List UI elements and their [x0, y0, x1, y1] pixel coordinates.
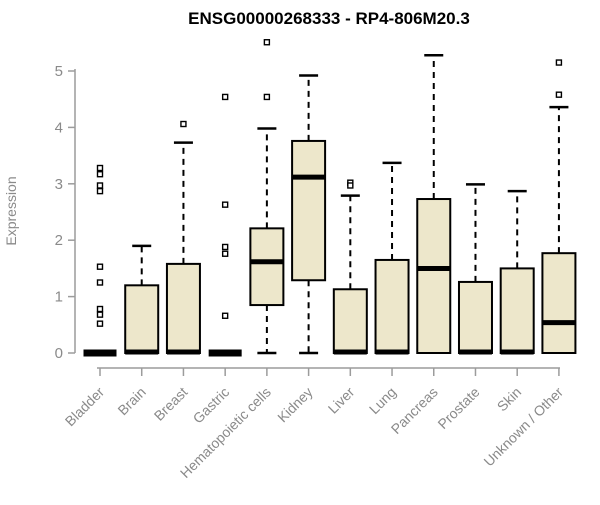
box-group-liver: [332, 179, 368, 355]
outlier-point: [96, 311, 104, 318]
outlier-point: [221, 93, 229, 101]
x-category-label: Liver: [325, 384, 358, 417]
x-category-label: Kidney: [274, 384, 316, 426]
box-rect: [499, 267, 535, 354]
box-group-pancreas: [416, 53, 452, 354]
x-category-label: Bladder: [62, 384, 108, 430]
y-tick-label: 5: [55, 63, 63, 80]
y-axis-title: Expression: [3, 176, 19, 245]
x-category-label: Lung: [366, 384, 399, 417]
y-tick-label: 0: [55, 345, 63, 362]
x-category-label: Prostate: [434, 384, 482, 432]
box-group-kidney: [291, 74, 327, 355]
x-category-label: Skin: [494, 384, 525, 415]
outlier-point: [347, 182, 354, 189]
y-tick-label: 2: [55, 232, 63, 249]
box-rect: [457, 280, 493, 355]
outlier-point: [221, 250, 229, 257]
box-rect: [249, 227, 285, 307]
outlier-point: [96, 279, 104, 286]
chart-title: ENSG00000268333 - RP4-806M20.3: [188, 9, 470, 28]
box-rect: [165, 262, 201, 354]
box-group-brain: [124, 244, 160, 355]
box-rect: [416, 198, 452, 354]
outlier-point: [96, 187, 104, 195]
outlier-point: [263, 39, 271, 46]
median-line: [208, 349, 242, 357]
box-group-lung: [374, 161, 410, 355]
outlier-point: [555, 91, 563, 98]
outlier-point: [96, 263, 104, 270]
x-category-label: Brain: [114, 384, 148, 418]
box-group-bladder: [83, 164, 117, 357]
box-group-hematopoietic-cells: [249, 39, 285, 355]
y-tick-label: 3: [55, 176, 63, 193]
box-group-prostate: [457, 183, 493, 355]
x-category-label: Unknown / Other: [480, 384, 566, 470]
outlier-point: [221, 243, 229, 251]
outlier-point: [555, 59, 563, 66]
y-axis: 0 1 2 3 4 5: [55, 63, 75, 362]
outlier-point: [96, 171, 104, 178]
x-category-label: Breast: [151, 384, 191, 424]
y-tick-label: 4: [55, 119, 63, 136]
box-group-unknown-other: [541, 59, 577, 354]
outlier-point: [96, 182, 104, 189]
outlier-point: [96, 320, 104, 327]
box-rect: [291, 139, 327, 282]
outlier-point: [96, 164, 104, 172]
outlier-point: [263, 93, 271, 101]
box-group-breast: [165, 120, 201, 355]
outlier-point: [221, 201, 229, 208]
y-tick-label: 1: [55, 289, 63, 306]
box-rect: [541, 252, 577, 354]
box-group-gastric: [208, 93, 242, 357]
box-rect: [124, 284, 160, 355]
outlier-point: [96, 305, 104, 313]
median-line: [83, 349, 117, 357]
box-rect: [332, 288, 368, 355]
outlier-point: [180, 120, 187, 128]
box-rect: [374, 258, 410, 354]
outlier-point: [221, 312, 229, 319]
boxplot-series: [83, 39, 577, 357]
box-group-skin: [499, 189, 535, 355]
